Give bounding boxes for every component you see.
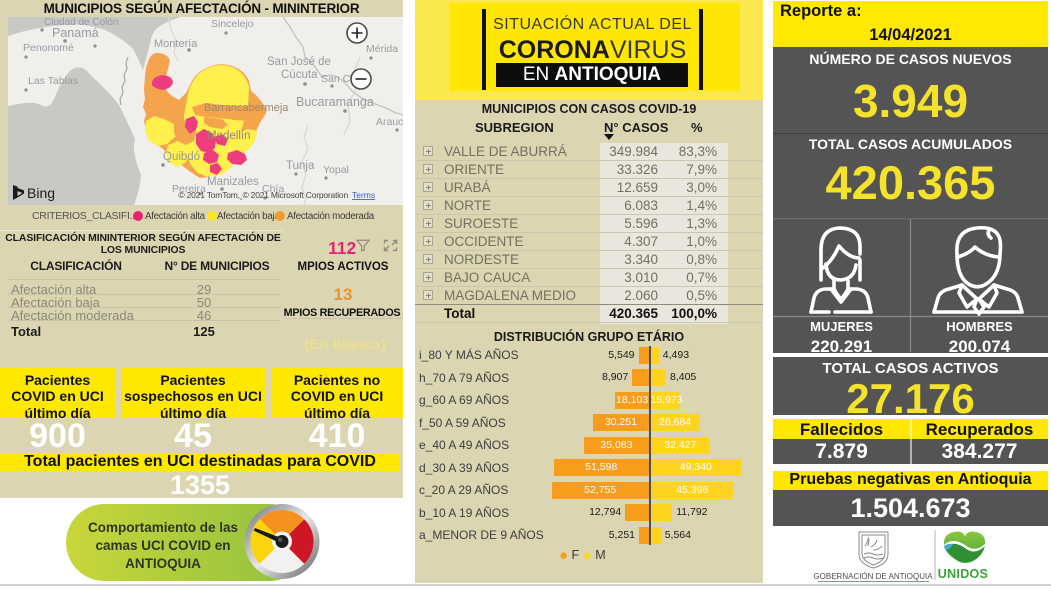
svg-text:© 2021 TomTom,¸© 2021 Microsof: © 2021 TomTom,¸© 2021 Microsoft Corporat… <box>178 190 348 200</box>
svg-text:UNIDOS: UNIDOS <box>938 567 988 581</box>
svg-text:camas UCI COVID en: camas UCI COVID en <box>95 538 230 553</box>
svg-text:Bing: Bing <box>27 185 55 201</box>
svg-text:Comportamiento de las: Comportamiento de las <box>88 520 238 535</box>
svg-text:Las Tablas: Las Tablas <box>28 75 78 87</box>
svg-text:San C: San C <box>321 73 351 85</box>
svg-text:Bucaramanga: Bucaramanga <box>296 95 374 109</box>
svg-text:Yopal: Yopal <box>323 164 349 176</box>
svg-text:Ciudad de Colón: Ciudad de Colón <box>44 17 119 28</box>
svg-text:Barrancabermeja: Barrancabermeja <box>204 102 289 114</box>
svg-text:Montería: Montería <box>154 38 198 50</box>
svg-text:Panamá: Panamá <box>52 26 99 40</box>
svg-text:Terms: Terms <box>352 190 375 200</box>
svg-text:ANTIOQUIA: ANTIOQUIA <box>125 556 201 571</box>
svg-text:Cúcuta: Cúcuta <box>281 69 318 81</box>
svg-text:Tunja: Tunja <box>286 160 315 172</box>
svg-text:Mérida: Mérida <box>366 43 398 55</box>
svg-text:Arauca: Arauca <box>376 116 403 128</box>
svg-text:Penonomé: Penonomé <box>23 42 74 54</box>
svg-text:Pereira: Pereira <box>172 183 206 195</box>
svg-text:GOBERNACIÓN DE ANTIOQUIA: GOBERNACIÓN DE ANTIOQUIA <box>813 572 933 581</box>
svg-text:Manizales: Manizales <box>207 176 259 188</box>
svg-text:San José de: San José de <box>267 56 331 68</box>
svg-text:Chía: Chía <box>262 183 284 195</box>
svg-text:Medellín: Medellín <box>207 130 250 142</box>
svg-text:Quibdó: Quibdó <box>163 151 200 163</box>
svg-text:Sincelejo: Sincelejo <box>211 18 254 30</box>
